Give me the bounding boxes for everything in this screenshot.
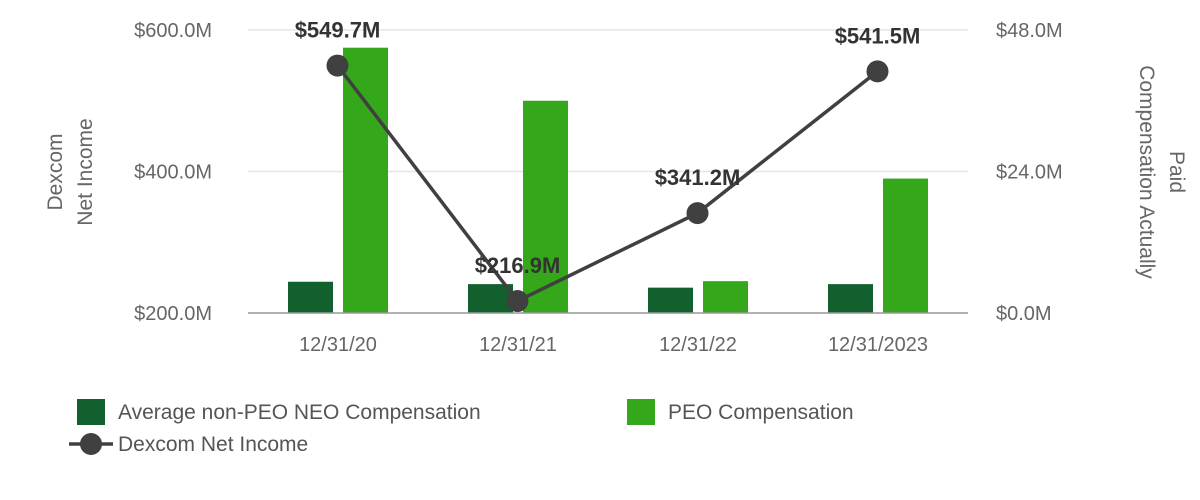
bar-neo xyxy=(828,284,873,313)
net-income-point xyxy=(866,60,889,83)
legend-swatch xyxy=(77,399,105,425)
left-axis-title-line: Net Income xyxy=(74,118,97,225)
bar-peo xyxy=(703,281,748,313)
net-income-point xyxy=(506,290,529,313)
x-tick-label: 12/31/2023 xyxy=(828,334,928,356)
right-tick-label: $48.0M xyxy=(996,20,1063,42)
bar-neo xyxy=(288,281,333,313)
data-labels: $549.7M $216.9M $341.2M $541.5M xyxy=(295,18,921,278)
axis-titles: Dexcom Net Income Compensation Actually Pai… xyxy=(44,65,1188,279)
left-axis-title: Dexcom Net Income xyxy=(44,118,97,225)
net-income-series-line xyxy=(336,64,879,304)
left-tick-label: $200.0M xyxy=(134,303,212,325)
right-tick-label: $24.0M xyxy=(996,162,1063,184)
left-tick-label: $400.0M xyxy=(134,162,212,184)
bar-peo xyxy=(883,178,928,313)
legend-swatch xyxy=(627,399,655,425)
legend-label: PEO Compensation xyxy=(668,401,854,424)
legend-label: Dexcom Net Income xyxy=(118,433,308,456)
bar-neo xyxy=(468,284,513,313)
right-axis-title-line: Compensation Actually xyxy=(1135,65,1158,279)
data-label: $549.7M xyxy=(295,18,381,43)
data-label: $216.9M xyxy=(475,253,561,278)
data-label: $341.2M xyxy=(655,165,741,190)
legend-marker xyxy=(80,433,102,455)
bars xyxy=(288,47,928,313)
left-axis-title-line: Dexcom xyxy=(44,133,67,210)
left-tick-label: $600.0M xyxy=(134,20,212,42)
right-axis-title: Compensation Actually Paid xyxy=(1135,65,1188,279)
right-tick-label: $0.0M xyxy=(996,303,1052,325)
bar-neo xyxy=(648,287,693,313)
data-label: $541.5M xyxy=(835,23,921,48)
net-income-line xyxy=(326,54,889,313)
legend-label: Average non-PEO NEO Compensation xyxy=(118,401,481,424)
x-tick-label: 12/31/22 xyxy=(659,334,737,356)
axis-ticks: $200.0M $400.0M $600.0M $0.0M $24.0M $48.0M 12… xyxy=(134,20,1063,356)
net-income-point xyxy=(686,202,709,225)
x-tick-label: 12/31/21 xyxy=(479,334,557,356)
legend: Average non-PEO NEO Compensation PEO Comp… xyxy=(69,399,854,456)
right-axis-title-line: Paid xyxy=(1165,151,1188,193)
net-income-point xyxy=(326,54,349,77)
bar-peo xyxy=(523,100,568,313)
bar-peo xyxy=(343,47,388,313)
x-tick-label: 12/31/20 xyxy=(299,334,377,356)
